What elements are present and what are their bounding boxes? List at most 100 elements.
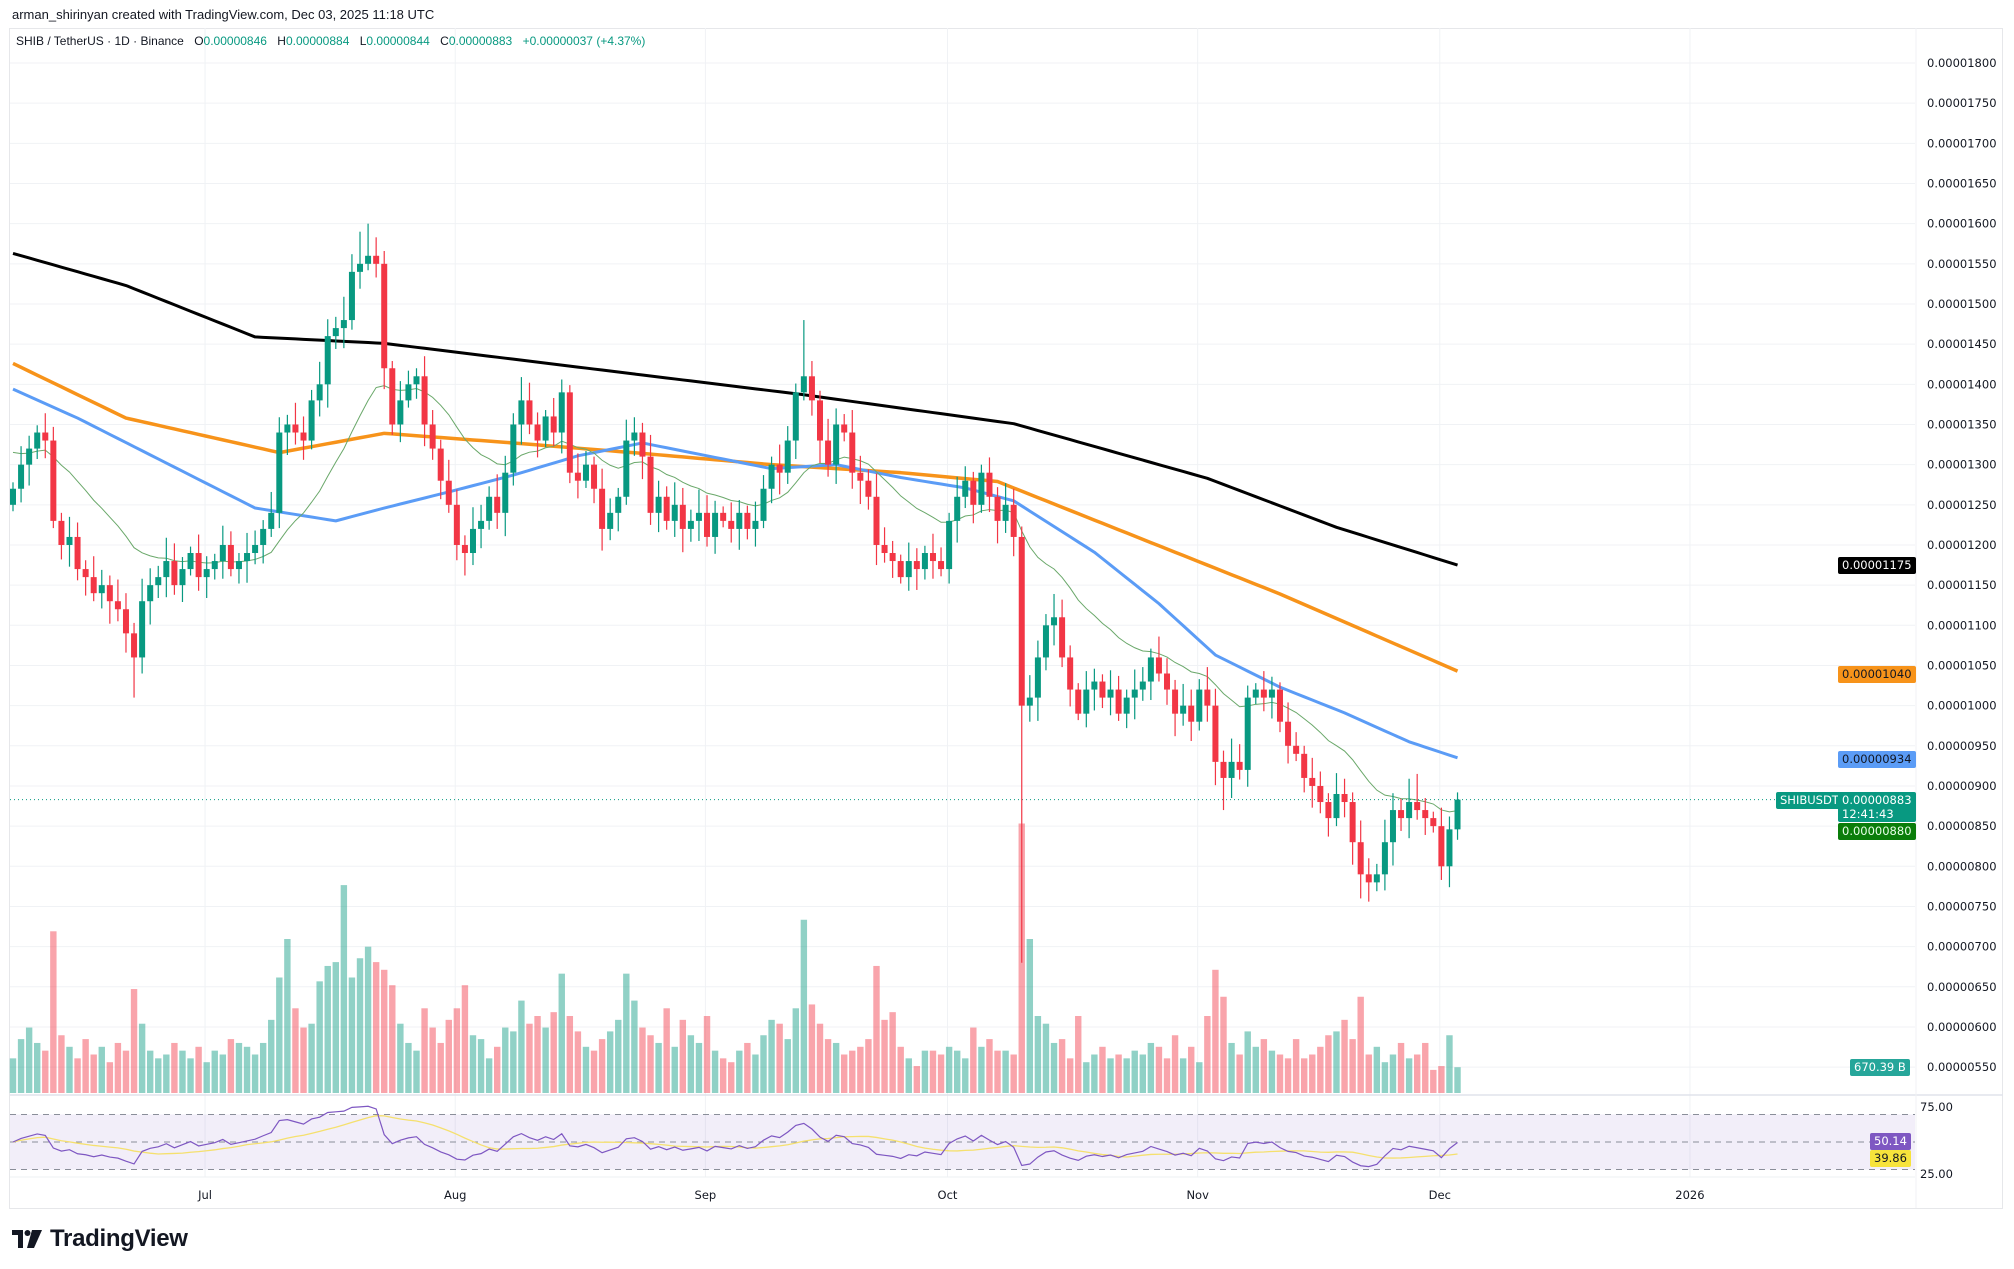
volume-bar — [1446, 1035, 1453, 1093]
candle — [373, 237, 380, 278]
candle-body — [550, 416, 557, 433]
candle-body — [526, 400, 533, 425]
volume-tag: 670.39 B — [1850, 1059, 1910, 1076]
candle — [292, 402, 299, 445]
candle — [607, 498, 614, 541]
volume-bar — [405, 1042, 412, 1093]
volume-bar — [90, 1054, 97, 1093]
candle-body — [1139, 681, 1146, 690]
tradingview-logo[interactable]: TradingView — [12, 1225, 188, 1253]
volume-bar — [98, 1046, 105, 1093]
candle — [1018, 526, 1025, 963]
volume-bar — [1163, 1058, 1171, 1093]
volume-bar — [841, 1054, 848, 1093]
volume-bar — [1115, 1054, 1122, 1093]
candle-body — [857, 472, 864, 481]
candle-body — [1349, 802, 1356, 843]
candle — [946, 512, 953, 584]
candle — [534, 412, 541, 458]
candle-body — [582, 464, 589, 481]
candle — [1317, 771, 1324, 814]
volume-bar — [1260, 1039, 1268, 1093]
candle — [1268, 676, 1275, 719]
candle — [808, 361, 815, 416]
volume-bar — [1317, 1046, 1324, 1093]
candle-body — [1204, 689, 1211, 706]
candle — [1373, 863, 1380, 892]
grid — [10, 28, 1915, 1177]
last-price-value: 0.00000883 — [1842, 793, 1912, 807]
volume-bar — [1430, 1069, 1437, 1093]
candle-body — [58, 520, 65, 545]
volume-bar — [510, 1031, 517, 1093]
candle-body — [1131, 689, 1138, 698]
candle — [881, 527, 888, 563]
candle — [986, 457, 993, 513]
tradingview-logo-icon — [12, 1230, 42, 1248]
volume-bar — [211, 1050, 218, 1093]
candle — [227, 531, 234, 577]
volume-bar — [962, 1058, 969, 1093]
volume-bar — [808, 1004, 816, 1093]
candle — [889, 540, 896, 578]
low-label: L — [359, 34, 367, 48]
candle-body — [90, 577, 97, 594]
volume-bar — [1196, 1062, 1203, 1093]
volume-bar — [1381, 1062, 1389, 1093]
rsi-ma-value-tag: 39.86 — [1870, 1150, 1911, 1167]
candle-body — [510, 424, 517, 473]
volume-bar — [1188, 1046, 1195, 1093]
volume-bar — [1026, 939, 1034, 1093]
candle — [421, 356, 428, 447]
volume-bar — [1373, 1046, 1381, 1093]
candle-body — [421, 376, 428, 425]
candle-body — [1067, 657, 1074, 690]
candle-body — [139, 601, 146, 658]
candle-body — [1107, 689, 1114, 698]
candle-body — [671, 504, 678, 521]
candle-body — [687, 520, 694, 529]
candle — [114, 579, 121, 622]
rsi-upper-label: 75.00 — [1920, 1100, 1953, 1114]
candle — [244, 532, 251, 583]
candle-body — [1244, 697, 1251, 770]
candle-body — [1438, 826, 1445, 867]
candle — [1155, 636, 1162, 682]
candle — [1026, 675, 1033, 722]
volume-bar — [284, 939, 291, 1093]
candle — [397, 381, 404, 443]
candle — [453, 489, 460, 561]
volume-bar — [413, 1050, 420, 1093]
volume-bar — [937, 1054, 945, 1093]
candle — [1325, 793, 1332, 837]
candle — [776, 444, 783, 495]
candle — [1446, 816, 1453, 888]
ma20-price-tag: 0.00000880 — [1838, 823, 1916, 840]
candle — [461, 535, 468, 576]
volume-bar — [978, 1046, 985, 1093]
volume-bar — [953, 1050, 961, 1093]
candle — [695, 489, 702, 541]
candle — [833, 408, 840, 484]
candle-body — [542, 416, 549, 441]
candle-body — [147, 585, 154, 602]
price-tick-label: 0.00001150 — [1927, 578, 1997, 592]
candle — [389, 361, 396, 435]
candle — [978, 464, 985, 513]
candle-body — [1212, 705, 1219, 762]
candle-body — [494, 496, 501, 513]
rsi-line — [12, 1105, 1458, 1168]
candle-body — [1422, 810, 1429, 819]
candle-body — [897, 561, 904, 578]
candle-body — [1010, 504, 1017, 537]
volume-bar — [50, 931, 57, 1093]
candle — [1430, 811, 1437, 833]
candle — [921, 545, 928, 580]
volume-bar — [276, 977, 283, 1093]
bar-countdown: 12:41:43 — [1842, 807, 1894, 821]
symbol-label[interactable]: SHIB / TetherUS · 1D · Binance — [16, 34, 184, 48]
volume-bar — [1333, 1031, 1340, 1093]
candle-body — [518, 400, 525, 425]
volume-bar — [477, 1039, 485, 1093]
